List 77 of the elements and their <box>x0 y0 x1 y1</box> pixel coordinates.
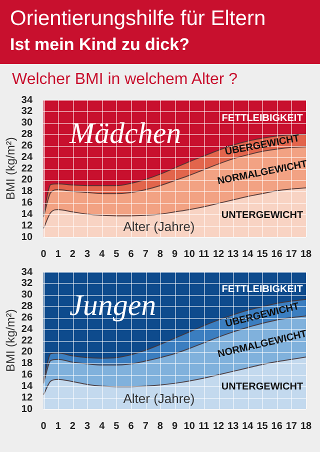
annotation: FETTLEIBIGKEIT <box>222 284 303 295</box>
x-tick-label: 13 <box>228 248 240 260</box>
x-tick-label: 5 <box>114 248 120 260</box>
y-tick-label: 12 <box>21 220 33 232</box>
x-tick-label: 10 <box>184 248 196 260</box>
y-tick-label: 26 <box>21 140 33 152</box>
y-tick-label: 12 <box>21 392 33 404</box>
text: Welcher BMI in welchem Alter ? <box>11 70 239 90</box>
y-tick-label: 20 <box>21 346 33 358</box>
x-tick-label: 11 <box>198 420 210 432</box>
y-tick-label: 14 <box>21 208 33 220</box>
x-tick-label: 17 <box>286 248 298 260</box>
x-tick-label: 16 <box>271 420 283 432</box>
annotation: FETTLEIBIGKEIT <box>222 113 303 124</box>
x-axis-title: Alter (Jahre) <box>123 391 195 406</box>
y-tick-label: 14 <box>21 380 33 392</box>
y-tick-label: 32 <box>21 106 33 118</box>
x-tick-label: 4 <box>99 248 106 260</box>
x-tick-label: 12 <box>212 420 225 432</box>
x-tick-label: 9 <box>172 248 178 260</box>
y-tick-label: 22 <box>21 163 33 174</box>
x-tick-label: 7 <box>142 420 149 432</box>
y-tick-label: 30 <box>21 118 33 129</box>
y-tick-label: 22 <box>21 335 33 346</box>
y-tick-label: 28 <box>21 129 33 140</box>
y-tick-label: 20 <box>21 174 33 186</box>
annotation: UNTERGEWICHT <box>221 210 304 222</box>
y-tick-label: 34 <box>21 94 33 106</box>
y-tick-label: 24 <box>21 324 33 335</box>
x-tick-label: 8 <box>157 248 164 260</box>
x-tick-label: 18 <box>300 420 312 432</box>
annotation: Jungen <box>70 288 156 322</box>
y-tick-label: 26 <box>21 312 33 324</box>
x-tick-label: 5 <box>114 420 120 432</box>
x-tick-label: 15 <box>256 248 268 260</box>
x-tick-label: 12 <box>212 248 225 260</box>
x-tick-label: 11 <box>198 248 210 260</box>
x-tick-label: 16 <box>271 248 283 260</box>
y-tick-label: 34 <box>21 266 33 278</box>
y-tick-label: 18 <box>21 186 33 198</box>
chart-subtitle: Ist mein Kind zu dick? <box>10 34 190 56</box>
x-tick-label: 14 <box>242 248 254 260</box>
x-tick-label: 3 <box>84 248 90 260</box>
y-tick-label: 16 <box>21 370 33 380</box>
y-tick-label: 16 <box>21 198 33 208</box>
x-tick-label: 2 <box>70 248 76 260</box>
x-tick-label: 0 <box>40 248 47 260</box>
x-tick-label: 10 <box>184 420 196 432</box>
y-tick-label: 10 <box>21 404 33 415</box>
x-axis-title: Alter (Jahre) <box>123 219 195 234</box>
y-tick-label: 32 <box>21 278 33 290</box>
x-tick-label: 6 <box>128 420 134 432</box>
x-tick-label: 6 <box>128 248 134 260</box>
x-tick-label: 0 <box>40 420 47 432</box>
x-tick-label: 17 <box>286 420 298 432</box>
x-tick-label: 7 <box>142 248 149 260</box>
chart-title: Orientierungshilfe für Eltern <box>10 6 267 32</box>
x-tick-label: 13 <box>228 420 240 432</box>
annotation: Mädchen <box>68 116 182 150</box>
x-tick-label: 14 <box>242 420 254 432</box>
x-tick-label: 15 <box>256 420 268 432</box>
x-tick-label: 4 <box>99 420 106 432</box>
y-axis-title: BMI (kg/m²) <box>4 137 18 200</box>
y-tick-label: 24 <box>21 152 33 163</box>
x-tick-label: 3 <box>84 420 90 432</box>
y-tick-label: 28 <box>21 301 33 312</box>
y-axis-title: BMI (kg/m²) <box>4 309 18 372</box>
y-tick-label: 30 <box>21 290 33 301</box>
x-tick-label: 9 <box>172 420 178 432</box>
x-tick-label: 2 <box>70 420 76 432</box>
y-tick-label: 10 <box>21 232 33 243</box>
annotation: UNTERGEWICHT <box>221 382 304 393</box>
x-tick-label: 1 <box>55 420 62 432</box>
x-tick-label: 1 <box>55 248 62 260</box>
x-tick-label: 18 <box>300 248 312 260</box>
x-tick-label: 8 <box>157 420 164 432</box>
y-tick-label: 18 <box>21 358 33 370</box>
